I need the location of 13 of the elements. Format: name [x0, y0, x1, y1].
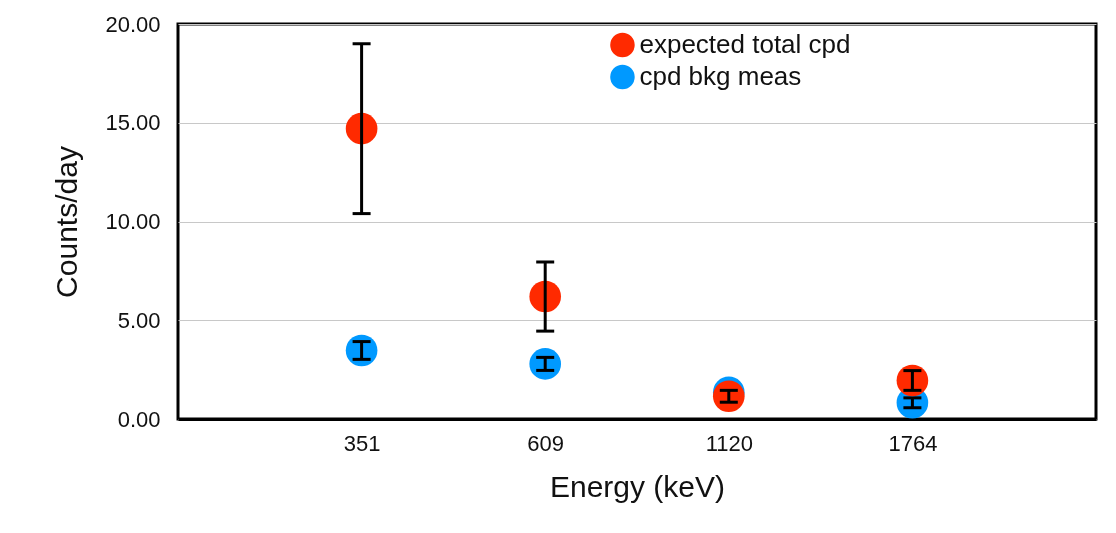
legend-label: cpd bkg meas: [639, 61, 802, 91]
x-tick-label: 1120: [705, 430, 753, 456]
x-tick-label: 1764: [888, 430, 938, 456]
x-tick-label: 351: [343, 430, 381, 456]
y-tick-label: 0.00: [117, 406, 161, 432]
y-tick-label: 10.00: [105, 209, 161, 234]
y-tick-label: 5.00: [117, 307, 161, 333]
x-tick-label: 609: [527, 430, 565, 456]
y-tick-label: 15.00: [105, 110, 161, 136]
y-axis-title: Counts/day: [50, 146, 84, 298]
y-tick-label: 20.00: [105, 11, 161, 37]
legend-label: expected total cpd: [639, 29, 851, 59]
x-axis-title: Energy (keV): [549, 469, 726, 503]
